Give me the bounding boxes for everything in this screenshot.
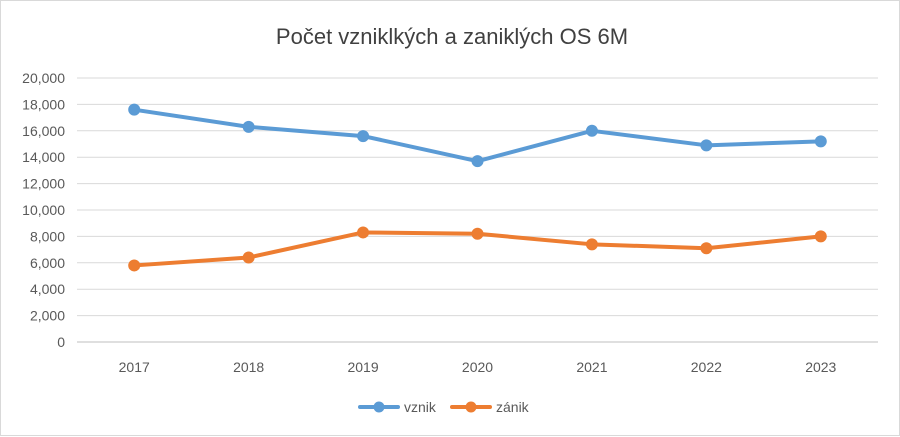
data-point [357,226,370,239]
legend: vznik zánik [358,399,530,415]
legend-marker [373,401,385,413]
y-tick-label: 20,000 [22,70,65,86]
data-point [471,227,484,240]
y-tick-label: 18,000 [22,96,65,112]
y-tick-label: 16,000 [22,123,65,139]
data-point [128,259,141,272]
x-tick-label: 2018 [233,359,264,375]
y-tick-label: 12,000 [22,176,65,192]
y-tick-label: 0 [57,334,65,350]
legend-label: zánik [496,399,530,415]
data-point [814,135,827,148]
x-tick-label: 2020 [462,359,493,375]
data-point [357,130,370,143]
legend-item: vznik [358,399,437,415]
data-point [585,238,598,251]
data-point [128,103,141,116]
x-tick-label: 2023 [805,359,836,375]
data-point [700,139,713,152]
chart-title: Počet vzniklkých a zaniklých OS 6M [276,24,628,49]
data-point [471,155,484,168]
series-0 [128,103,827,168]
data-point [814,230,827,243]
x-tick-label: 2022 [691,359,722,375]
x-tick-label: 2019 [347,359,378,375]
legend-label: vznik [404,399,437,415]
data-point [700,242,713,255]
series-layer [128,103,827,272]
data-point [585,124,598,137]
y-axis: 0 2,000 4,000 6,000 8,000 10,000 12,000 14,000 1… [22,70,65,350]
x-axis: 2017 2018 2019 2020 2021 2022 2023 [119,359,837,375]
series-line [132,107,823,164]
x-tick-label: 2017 [119,359,150,375]
y-tick-label: 2,000 [30,308,65,324]
y-tick-label: 8,000 [30,228,65,244]
series-1 [128,226,827,272]
legend-marker [465,401,477,413]
y-tick-label: 6,000 [30,255,65,271]
y-tick-label: 4,000 [30,281,65,297]
legend-item: zánik [450,399,530,415]
y-tick-label: 14,000 [22,149,65,165]
x-tick-label: 2021 [576,359,607,375]
y-tick-label: 10,000 [22,202,65,218]
data-point [242,120,255,133]
data-point [242,251,255,264]
